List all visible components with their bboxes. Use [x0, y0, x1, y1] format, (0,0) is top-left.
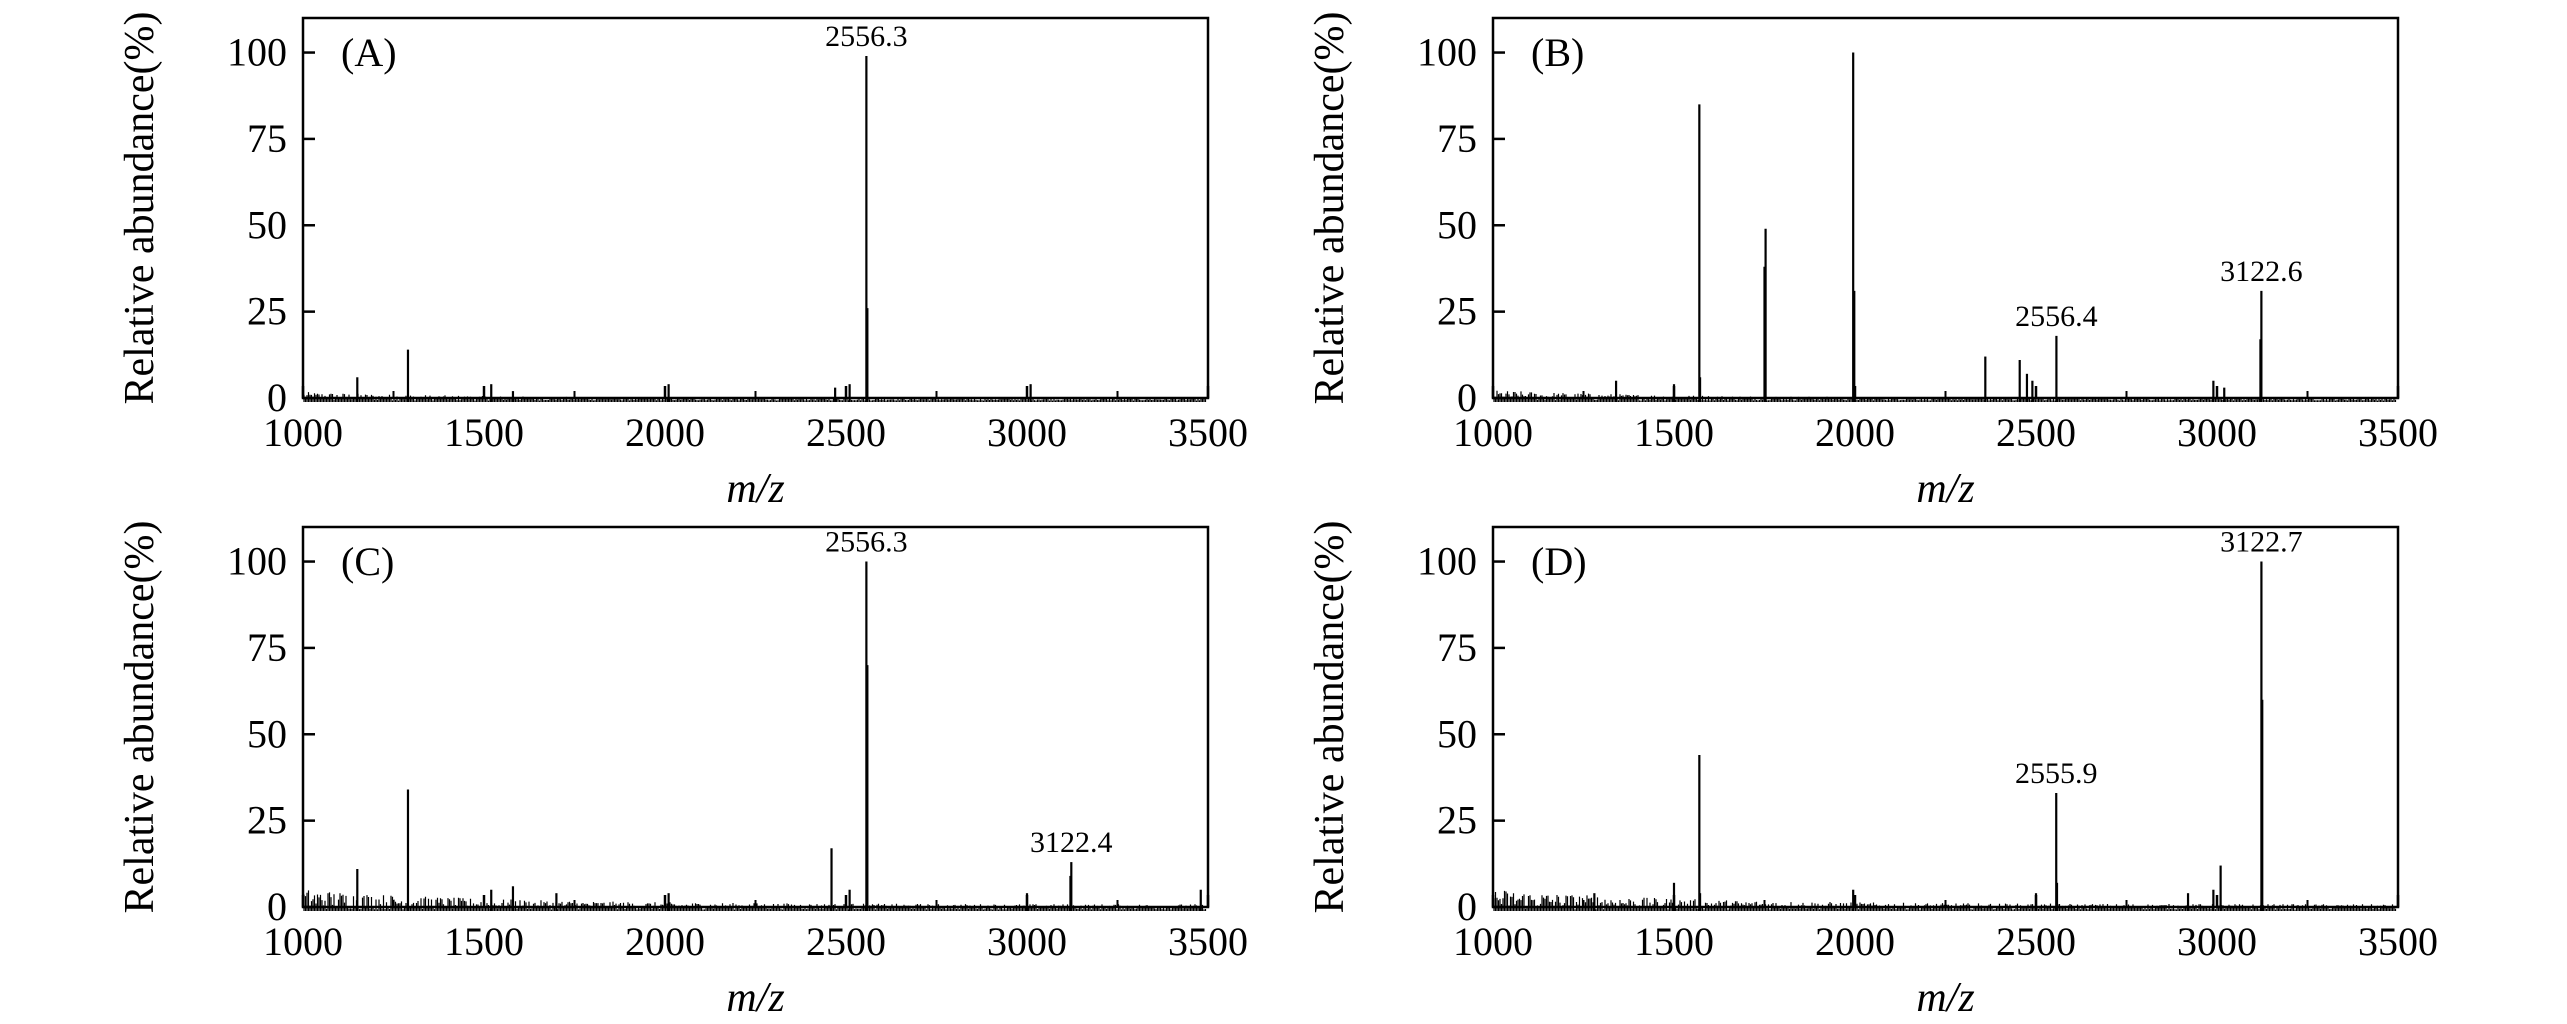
y-tick-label: 75 — [247, 625, 287, 670]
y-tick-label: 0 — [267, 884, 287, 929]
x-tick-label: 3500 — [2358, 919, 2438, 964]
x-tick-label: 2500 — [806, 919, 886, 964]
x-tick-label: 1000 — [263, 919, 343, 964]
x-axis-title: m/z — [726, 975, 784, 1021]
x-axis-title: m/z — [726, 466, 784, 512]
x-tick-label: 3000 — [2177, 919, 2257, 964]
x-tick-label: 3500 — [1168, 410, 1248, 455]
y-tick-label: 100 — [227, 30, 287, 75]
peak-label: 3122.6 — [2220, 255, 2303, 288]
peak-label: 2556.3 — [825, 20, 908, 53]
x-tick-label: 3000 — [2177, 410, 2257, 455]
y-tick-label: 0 — [1457, 884, 1477, 929]
y-tick-label: 0 — [267, 375, 287, 420]
y-tick-label: 75 — [247, 116, 287, 161]
x-tick-label: 2500 — [1996, 919, 2076, 964]
y-tick-label: 25 — [247, 798, 287, 843]
y-tick-label: 50 — [247, 711, 287, 756]
panel-label: (D) — [1531, 539, 1587, 584]
x-tick-label: 3500 — [2358, 410, 2438, 455]
x-tick-label: 1000 — [263, 410, 343, 455]
x-tick-label: 1500 — [1634, 410, 1714, 455]
y-axis-title: Relative abundance(%) — [1307, 12, 1353, 405]
y-tick-label: 25 — [1437, 289, 1477, 334]
x-tick-label: 1500 — [444, 919, 524, 964]
y-tick-label: 50 — [1437, 202, 1477, 247]
y-axis-title: Relative abundance(%) — [1307, 521, 1353, 914]
peak-label: 3122.4 — [1030, 826, 1113, 859]
x-tick-label: 2000 — [1815, 410, 1895, 455]
x-tick-label: 1000 — [1453, 919, 1533, 964]
y-axis-title: Relative abundance(%) — [117, 12, 163, 405]
panel-label: (A) — [341, 30, 397, 75]
x-axis-title: m/z — [1916, 975, 1974, 1021]
y-tick-label: 75 — [1437, 116, 1477, 161]
x-tick-label: 2000 — [1815, 919, 1895, 964]
x-tick-label: 2500 — [1996, 410, 2076, 455]
x-tick-label: 3000 — [987, 410, 1067, 455]
x-tick-label: 1500 — [444, 410, 524, 455]
chart-panel-d: 0 25 50 75 100 1000 1500 2000 2500 3000 3500 m/z Rel… — [1307, 521, 2438, 1021]
x-tick-label: 1500 — [1634, 919, 1714, 964]
y-axis-title: Relative abundance(%) — [117, 521, 163, 914]
y-tick-label: 25 — [247, 289, 287, 334]
y-tick-label: 75 — [1437, 625, 1477, 670]
x-tick-label: 3000 — [987, 919, 1067, 964]
y-tick-label: 25 — [1437, 798, 1477, 843]
y-tick-label: 50 — [247, 202, 287, 247]
y-tick-label: 0 — [1457, 375, 1477, 420]
panel-label: (B) — [1531, 30, 1584, 75]
peak-label: 2556.4 — [2015, 300, 2098, 333]
y-tick-label: 100 — [1417, 539, 1477, 584]
panel-label: (C) — [341, 539, 394, 584]
x-tick-label: 2500 — [806, 410, 886, 455]
y-tick-label: 50 — [1437, 711, 1477, 756]
chart-panel-a: 0 25 50 75 100 1000 1500 2000 2500 3000 3500 m/z Rel… — [117, 12, 1248, 512]
chart-panel-b: 0 25 50 75 100 1000 1500 2000 2500 3000 3500 m/z Rel… — [1307, 12, 2438, 512]
x-tick-label: 2000 — [625, 410, 705, 455]
plot-frame — [301, 16, 1210, 400]
x-axis-title: m/z — [1916, 466, 1974, 512]
x-tick-label: 1000 — [1453, 410, 1533, 455]
y-tick-label: 100 — [1417, 30, 1477, 75]
x-tick-label: 2000 — [625, 919, 705, 964]
y-tick-label: 100 — [227, 539, 287, 584]
x-tick-label: 3500 — [1168, 919, 1248, 964]
peak-label: 2556.3 — [825, 526, 908, 559]
chart-panel-c: 0 25 50 75 100 1000 1500 2000 2500 3000 3500 m/z Rel… — [117, 521, 1248, 1021]
peak-label: 3122.7 — [2220, 526, 2303, 559]
peak-label: 2555.9 — [2015, 757, 2098, 790]
